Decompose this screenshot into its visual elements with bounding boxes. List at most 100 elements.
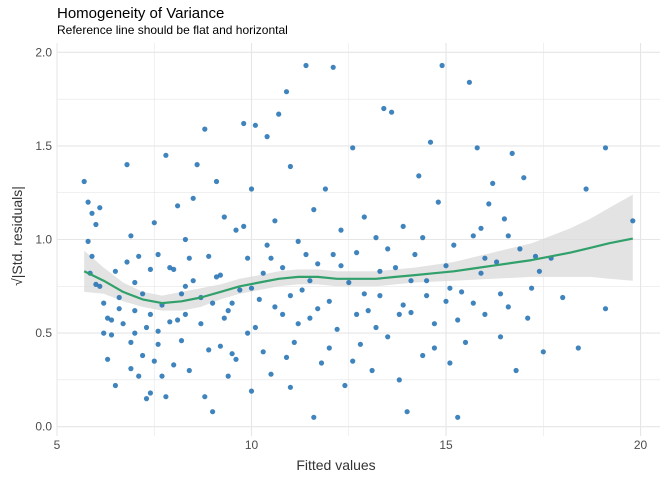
data-point [206,347,212,353]
data-point [252,324,258,331]
data-point [217,343,223,349]
data-point [233,356,239,362]
data-point [229,351,235,357]
data-point [299,287,305,293]
data-point [252,122,258,128]
y-axis-label-radical: √ [9,278,25,286]
data-point [361,291,367,297]
data-point [221,214,227,220]
data-point [260,270,266,276]
data-point [136,253,142,259]
data-point [241,223,247,229]
data-point [385,334,391,340]
data-point [439,62,445,69]
data-point [213,178,220,185]
data-point [198,321,204,327]
data-point [377,293,383,299]
data-point [303,251,309,258]
data-point [132,279,138,286]
data-point [408,309,414,316]
data-point [256,296,262,302]
points-layer [81,62,636,420]
data-point [455,317,461,323]
data-point [357,341,363,347]
data-point [190,195,196,201]
data-point [424,278,430,284]
y-tick-label: 1.0 [35,233,52,247]
data-point [210,300,216,306]
data-point [147,266,153,272]
data-point [486,201,492,207]
data-point [318,360,325,366]
data-point [416,173,422,179]
data-point [268,255,274,261]
data-point [132,330,138,336]
data-point [392,265,399,271]
data-point [338,263,344,269]
data-point [202,394,208,400]
data-point [346,279,352,286]
data-point [497,334,504,340]
data-point [287,293,293,299]
data-point [143,324,150,331]
y-tick-label: 2.0 [35,45,52,59]
data-point [427,139,434,145]
data-point [369,367,375,374]
data-point [354,311,360,317]
data-point [408,278,414,284]
data-point [338,227,344,233]
data-point [431,321,437,327]
y-tick-label: 1.5 [35,139,52,153]
data-point [260,349,266,355]
data-point [85,238,91,244]
data-point [97,283,103,289]
data-point [272,218,278,224]
data-point [151,358,157,364]
data-point [459,289,465,295]
data-point [602,306,609,312]
data-point [202,126,208,132]
data-point [217,272,223,278]
x-axis-label: Fitted values [296,457,376,473]
data-point [295,238,301,244]
data-point [482,255,488,261]
data-point [443,298,449,304]
data-point [147,390,153,396]
data-point [326,298,332,304]
data-point [245,255,251,261]
x-tick-label: 15 [439,438,453,452]
data-point [280,265,286,271]
data-point [264,134,270,140]
data-point [536,268,543,274]
data-point [365,308,371,314]
data-point [186,367,192,374]
data-point [435,199,441,205]
data-point [116,294,122,301]
data-point [171,266,177,272]
data-point [420,235,426,241]
data-point [81,178,87,185]
data-point [311,414,317,420]
data-point [295,321,301,327]
data-point [108,332,115,338]
data-point [455,414,461,420]
y-tick-labels: 0.0 0.5 1.0 1.5 2.0 [35,45,52,433]
x-tick-label: 20 [634,438,648,452]
data-point [311,207,317,213]
data-point [124,259,130,265]
data-point [89,210,95,216]
data-point [248,186,255,192]
data-point [354,250,360,256]
data-point [315,306,321,312]
data-point [630,218,636,224]
data-point [342,382,348,389]
data-point [105,315,111,321]
data-point [326,345,332,351]
data-point [210,409,216,415]
data-point [182,236,188,243]
data-point [140,291,146,297]
data-point [175,203,181,209]
data-point [330,64,336,70]
data-point [560,294,566,301]
